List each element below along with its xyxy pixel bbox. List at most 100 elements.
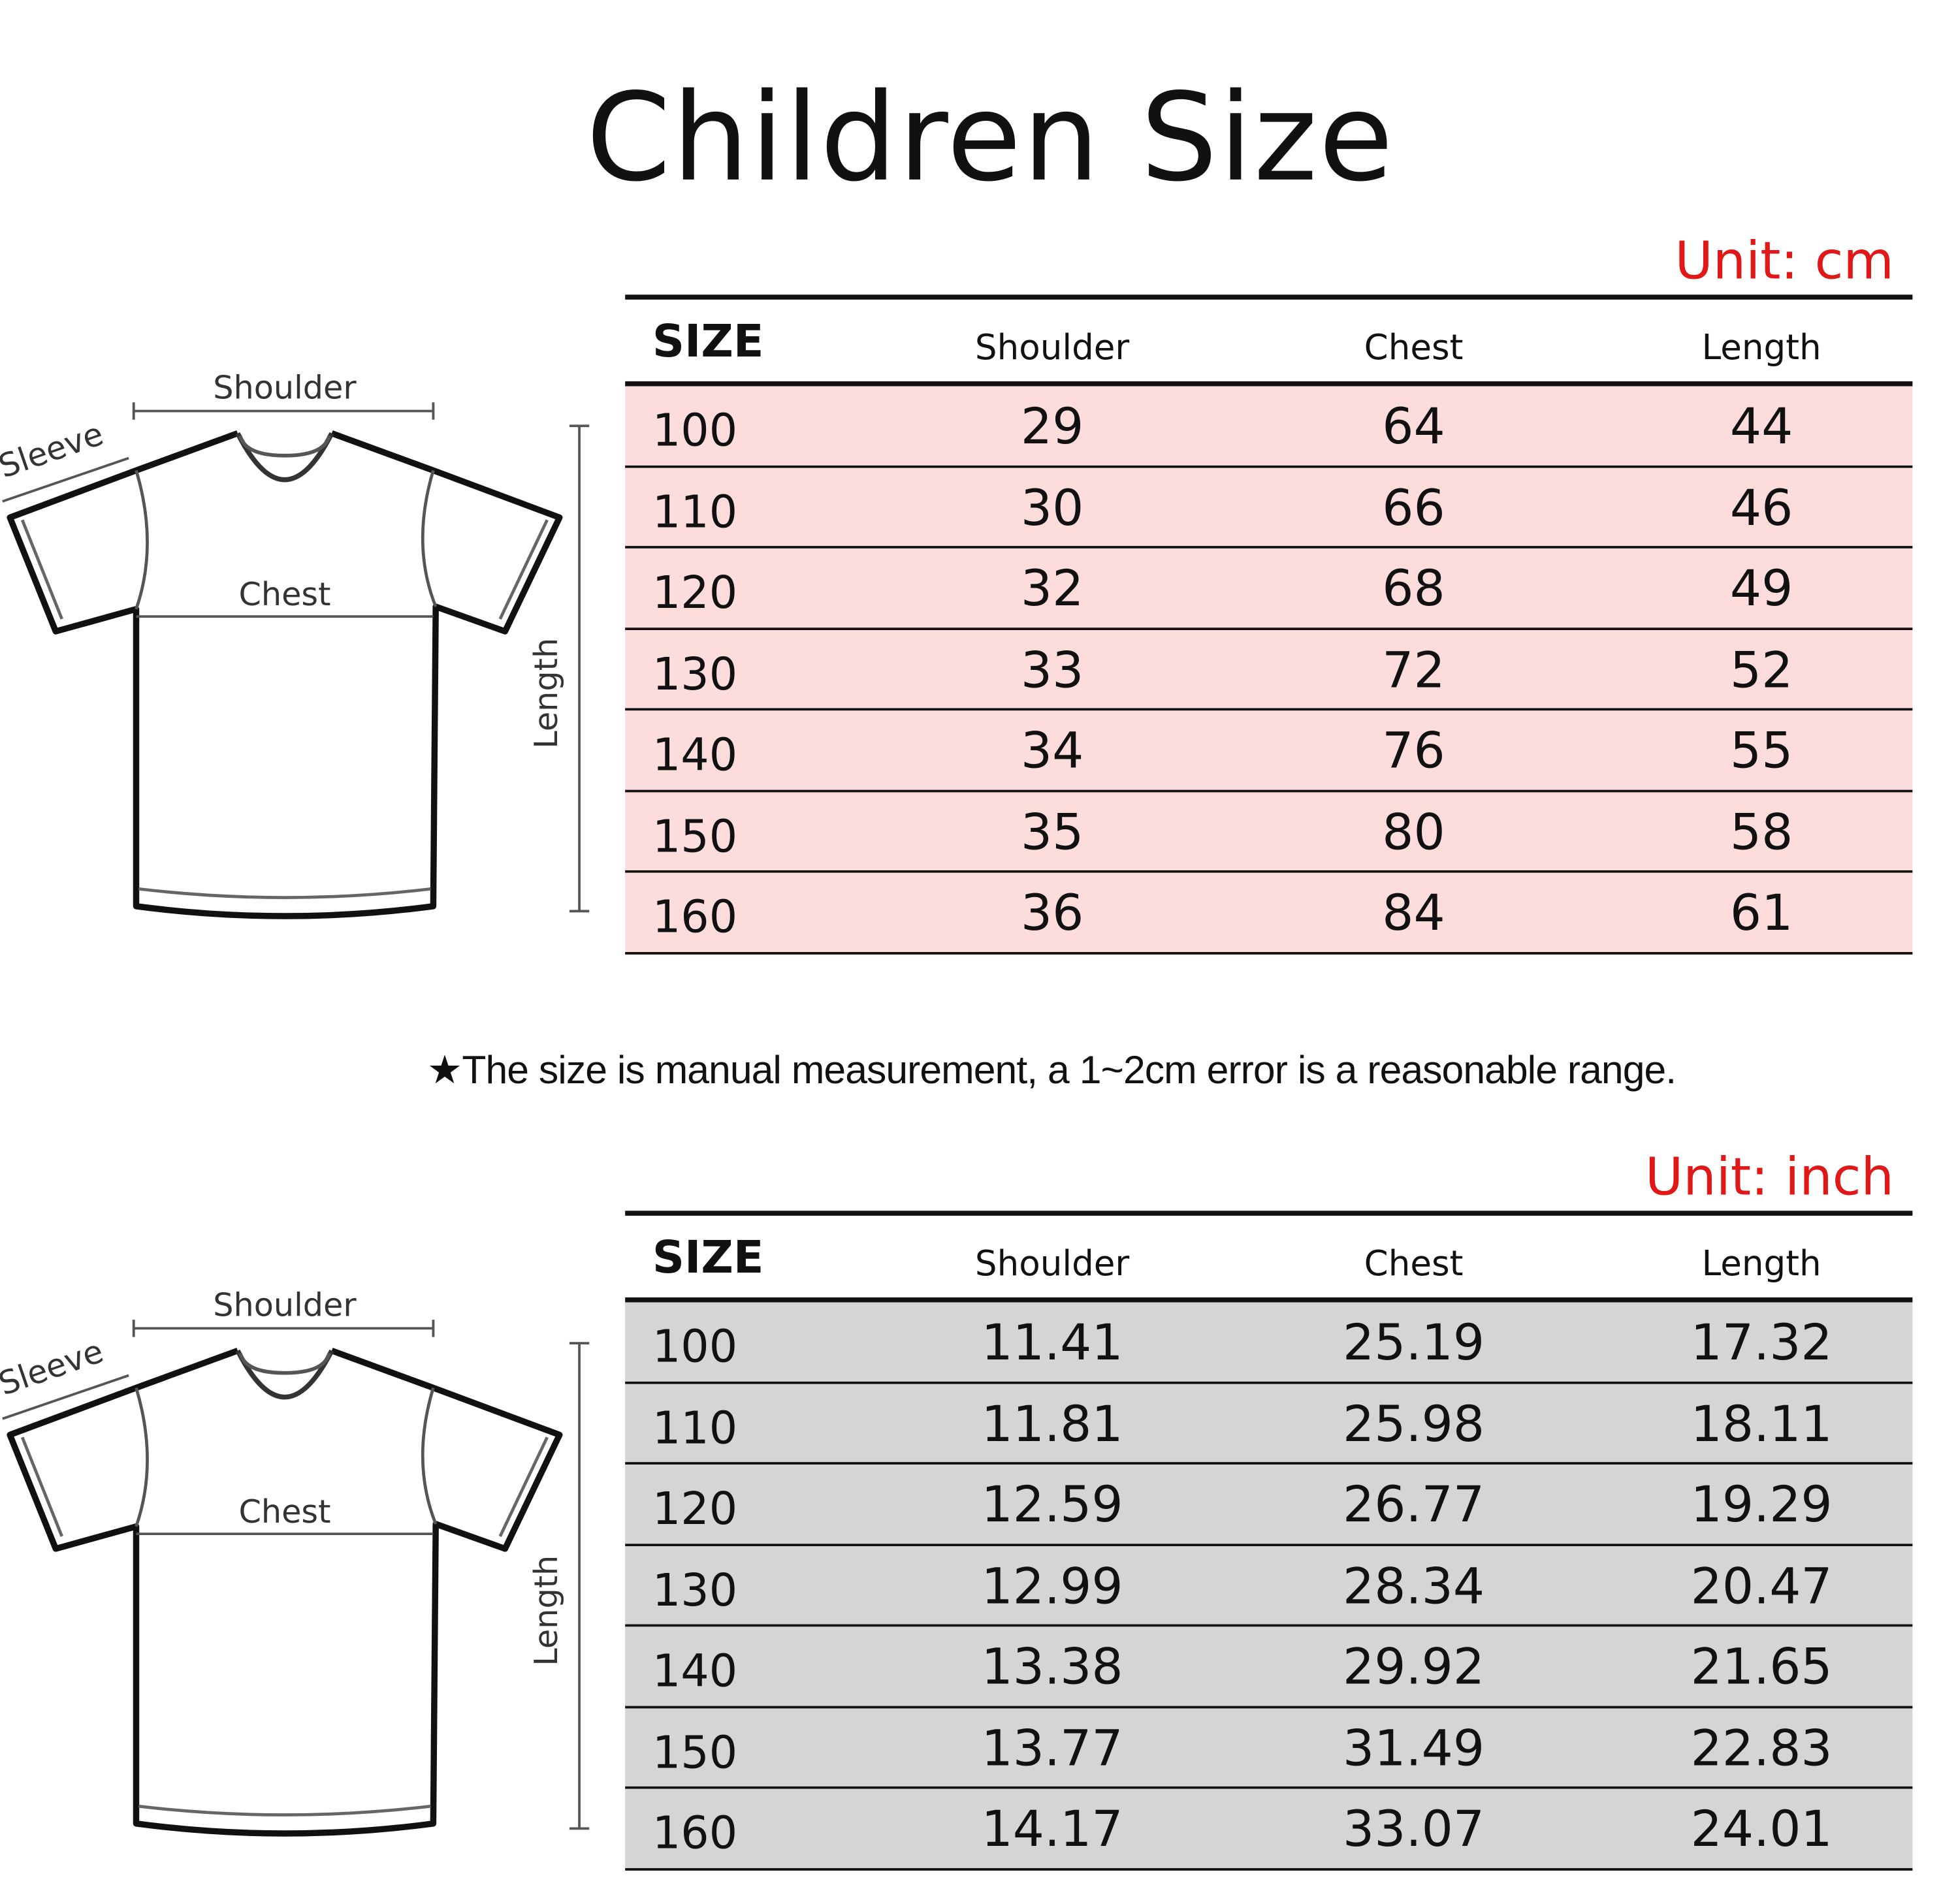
table-cell: 35 <box>1020 804 1084 861</box>
table-cell: 150 <box>652 811 738 863</box>
size-table-cm: SIZE Shoulder Chest Length 100 29 64 44 110 30 66 4… <box>625 294 1913 954</box>
table-row: 130 12.99 28.34 20.47 <box>625 1546 1913 1627</box>
table-cell: 33 <box>1020 642 1084 699</box>
table-cell: 49 <box>1729 560 1793 618</box>
table-cell: 68 <box>1382 560 1445 618</box>
table-cell: 100 <box>652 1322 738 1373</box>
table-cell: 140 <box>652 730 738 782</box>
length-label: Length <box>527 638 565 749</box>
sleeve-label: Sleeve <box>0 415 108 486</box>
table-cell: 61 <box>1729 885 1793 942</box>
table-cell: 13.38 <box>981 1639 1123 1696</box>
table-row: 100 29 64 44 <box>625 386 1913 468</box>
table-cell: 22.83 <box>1690 1720 1833 1777</box>
table-cell: 64 <box>1382 398 1445 456</box>
table-row: 150 13.77 31.49 22.83 <box>625 1707 1913 1789</box>
chest-label: Chest <box>238 575 330 613</box>
column-header: SIZE <box>652 1233 764 1284</box>
table-cell: 25.98 <box>1343 1395 1485 1453</box>
table-row: 160 36 84 61 <box>625 872 1913 954</box>
column-header: Shoulder <box>974 326 1130 368</box>
table-cell: 84 <box>1382 885 1445 942</box>
page-title: Children Size <box>586 68 1395 210</box>
table-cell: 29.92 <box>1343 1639 1485 1696</box>
table-cell: 11.41 <box>981 1314 1123 1372</box>
table-cell: 120 <box>652 1484 738 1536</box>
table-row: 150 35 80 58 <box>625 791 1913 873</box>
table-cell: 52 <box>1729 642 1793 699</box>
table-cell: 110 <box>652 487 738 538</box>
shoulder-label: Shoulder <box>213 1286 357 1324</box>
table-cell: 130 <box>652 649 738 701</box>
table-row: 160 14.17 33.07 24.01 <box>625 1788 1913 1870</box>
length-label: Length <box>527 1555 565 1666</box>
column-header: Chest <box>1364 1243 1464 1284</box>
table-cell: 12.59 <box>981 1476 1123 1534</box>
column-header: Chest <box>1364 326 1464 368</box>
table-cell: 26.77 <box>1343 1476 1485 1534</box>
column-header: Shoulder <box>974 1243 1130 1284</box>
column-header: Length <box>1701 1243 1821 1284</box>
table-cell: 58 <box>1729 804 1793 861</box>
table-cell: 130 <box>652 1565 738 1617</box>
table-cell: 80 <box>1382 804 1445 861</box>
table-cell: 29 <box>1020 398 1084 456</box>
table-cell: 28.34 <box>1343 1558 1485 1615</box>
measurement-note: ★The size is manual measurement, a 1~2cm… <box>426 1047 1676 1092</box>
table-cell: 30 <box>1020 479 1084 537</box>
table-cell: 72 <box>1382 642 1445 699</box>
table-cell: 12.99 <box>981 1558 1123 1615</box>
table-row: 140 13.38 29.92 21.65 <box>625 1626 1913 1708</box>
table-header: SIZE Shoulder Chest Length <box>625 300 1913 387</box>
table-cell: 20.47 <box>1690 1558 1833 1615</box>
table-row: 120 12.59 26.77 19.29 <box>625 1464 1913 1546</box>
table-row: 100 11.41 25.19 17.32 <box>625 1302 1913 1384</box>
tshirt-diagram-inch: Shoulder Chest Sleeve Length <box>0 1286 589 1833</box>
table-cell: 19.29 <box>1690 1476 1833 1534</box>
column-header: SIZE <box>652 317 764 368</box>
table-cell: 13.77 <box>981 1720 1123 1777</box>
table-cell: 24.01 <box>1690 1801 1833 1858</box>
table-cell: 31.49 <box>1343 1720 1485 1777</box>
table-cell: 55 <box>1729 723 1793 780</box>
table-cell: 11.81 <box>981 1395 1123 1453</box>
table-cell: 17.32 <box>1690 1314 1833 1372</box>
table-header: SIZE Shoulder Chest Length <box>625 1216 1913 1303</box>
column-header: Length <box>1701 326 1821 368</box>
table-cell: 140 <box>652 1646 738 1698</box>
table-cell: 14.17 <box>981 1801 1123 1858</box>
table-cell: 100 <box>652 405 738 457</box>
table-cell: 32 <box>1020 560 1084 618</box>
table-row: 110 11.81 25.98 18.11 <box>625 1383 1913 1465</box>
sleeve-label: Sleeve <box>0 1332 108 1403</box>
table-cell: 36 <box>1020 885 1084 942</box>
size-table-inch: SIZE Shoulder Chest Length 100 11.41 25.19 17.3… <box>625 1211 1913 1870</box>
table-cell: 160 <box>652 893 738 944</box>
table-top-rule <box>625 294 1913 300</box>
table-cell: 33.07 <box>1343 1801 1485 1858</box>
table-cell: 46 <box>1729 479 1793 537</box>
tshirt-diagram-cm: Shoulder Chest Sleeve Length <box>0 369 589 917</box>
table-cell: 25.19 <box>1343 1314 1485 1372</box>
shoulder-label: Shoulder <box>213 369 357 407</box>
table-cell: 160 <box>652 1809 738 1860</box>
unit-label-cm: Unit: cm <box>1675 230 1894 291</box>
table-cell: 34 <box>1020 723 1084 780</box>
table-cell: 110 <box>652 1403 738 1454</box>
table-cell: 76 <box>1382 723 1445 780</box>
table-cell: 120 <box>652 568 738 619</box>
chest-label: Chest <box>238 1493 330 1531</box>
table-cell: 18.11 <box>1690 1395 1833 1453</box>
table-row: 120 32 68 49 <box>625 548 1913 630</box>
table-top-rule <box>625 1211 1913 1216</box>
tshirt-diagrams: Shoulder Chest Sleeve Length Shoulder Ch… <box>0 369 619 1904</box>
table-cell: 66 <box>1382 479 1445 537</box>
table-cell: 21.65 <box>1690 1639 1833 1696</box>
table-cell: 44 <box>1729 398 1793 456</box>
unit-label-inch: Unit: inch <box>1644 1146 1894 1207</box>
table-row: 140 34 76 55 <box>625 710 1913 792</box>
table-cell: 150 <box>652 1727 738 1779</box>
table-row: 110 30 66 46 <box>625 467 1913 548</box>
table-row: 130 33 72 52 <box>625 629 1913 711</box>
